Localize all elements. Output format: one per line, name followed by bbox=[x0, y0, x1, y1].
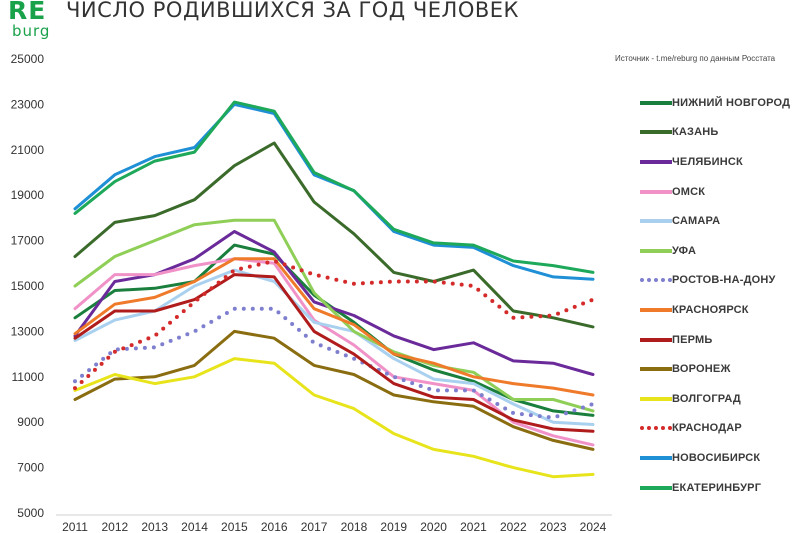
series-line bbox=[73, 218, 595, 413]
series-line bbox=[73, 268, 595, 426]
x-tick-label: 2014 bbox=[181, 520, 208, 533]
x-tick-label: 2011 bbox=[62, 520, 88, 533]
legend-label: ВОЛГОГРАД bbox=[672, 392, 741, 405]
series-line bbox=[73, 257, 595, 447]
series-line bbox=[73, 306, 595, 420]
chart-legend: НИЖНИЙ НОВГОРОД КАЗАНЬ ЧЕЛЯБИНСК ОМСК САМАРА… bbox=[640, 88, 798, 502]
legend-label: ЧЕЛЯБИНСК bbox=[672, 155, 743, 168]
x-axis-ticks: 2011 2012 2013 2014 2015 2016 2017 2018 2019 2020… bbox=[62, 520, 607, 533]
series-line bbox=[73, 243, 595, 417]
logo-re: RE bbox=[8, 0, 47, 25]
line-chart: 5000 7000 9000 11000 13000 15000 17000 19000 210… bbox=[11, 52, 612, 533]
x-tick-label: 2020 bbox=[420, 520, 447, 533]
x-tick-label: 2017 bbox=[301, 520, 328, 533]
legend-item: ВОРОНЕЖ bbox=[640, 354, 798, 384]
x-tick-label: 2019 bbox=[380, 520, 407, 533]
series-line bbox=[73, 230, 595, 376]
legend-swatch bbox=[640, 426, 672, 431]
legend-label: ЕКАТЕРИНБУРГ bbox=[672, 481, 762, 494]
legend-item: ЧЕЛЯБИНСК bbox=[640, 147, 798, 177]
legend-swatch bbox=[640, 159, 672, 164]
y-tick-label: 17000 bbox=[11, 234, 45, 248]
x-tick-label: 2021 bbox=[460, 520, 487, 533]
series-lines bbox=[73, 100, 595, 479]
series-line bbox=[73, 273, 595, 433]
x-tick-label: 2012 bbox=[101, 520, 128, 533]
legend-label: УФА bbox=[672, 244, 697, 257]
y-tick-label: 21000 bbox=[11, 143, 45, 157]
chart-title: ЧИСЛО РОДИВШИХСЯ ЗА ГОД ЧЕЛОВЕК bbox=[66, 0, 519, 22]
y-tick-label: 15000 bbox=[11, 279, 45, 293]
legend-swatch bbox=[640, 485, 672, 490]
x-tick-label: 2018 bbox=[341, 520, 368, 533]
series-line bbox=[73, 357, 595, 479]
y-tick-label: 5000 bbox=[17, 506, 44, 520]
y-tick-label: 13000 bbox=[11, 324, 45, 338]
legend-item: ОМСК bbox=[640, 177, 798, 207]
logo-burg: burg bbox=[12, 22, 51, 40]
legend-label: САМАРА bbox=[672, 215, 721, 228]
legend-item: КАЗАНЬ bbox=[640, 118, 798, 148]
x-tick-label: 2023 bbox=[540, 520, 567, 533]
legend-swatch bbox=[640, 248, 672, 253]
legend-label: ВОРОНЕЖ bbox=[672, 363, 731, 376]
y-tick-label: 19000 bbox=[11, 188, 45, 202]
legend-item: КРАСНОДАР bbox=[640, 414, 798, 444]
legend-label: НИЖНИЙ НОВГОРОД bbox=[672, 96, 791, 109]
y-tick-label: 23000 bbox=[11, 97, 45, 111]
x-tick-label: 2016 bbox=[261, 520, 288, 533]
series-line bbox=[73, 257, 595, 397]
legend-item: НОВОСИБИРСК bbox=[640, 443, 798, 473]
legend-swatch bbox=[640, 130, 672, 135]
x-tick-label: 2015 bbox=[221, 520, 248, 533]
legend-item: УФА bbox=[640, 236, 798, 266]
y-tick-label: 7000 bbox=[17, 461, 44, 475]
legend-label: КРАСНОЯРСК bbox=[672, 303, 749, 316]
legend-swatch bbox=[640, 278, 672, 283]
legend-item: РОСТОВ-НА-ДОНУ bbox=[640, 266, 798, 296]
legend-swatch bbox=[640, 307, 672, 312]
legend-swatch bbox=[640, 396, 672, 401]
y-axis-ticks: 5000 7000 9000 11000 13000 15000 17000 19000 210… bbox=[11, 52, 45, 520]
legend-item: НИЖНИЙ НОВГОРОД bbox=[640, 88, 798, 118]
x-tick-label: 2024 bbox=[580, 520, 607, 533]
legend-item: ВОЛГОГРАД bbox=[640, 384, 798, 414]
legend-label: НОВОСИБИРСК bbox=[672, 451, 761, 464]
y-tick-label: 11000 bbox=[12, 370, 45, 384]
legend-swatch bbox=[640, 100, 672, 105]
series-line bbox=[73, 329, 595, 451]
series-line bbox=[73, 259, 595, 391]
legend-label: ОМСК bbox=[672, 185, 706, 198]
x-tick-label: 2022 bbox=[500, 520, 527, 533]
y-tick-label: 9000 bbox=[17, 415, 44, 429]
legend-label: КРАСНОДАР bbox=[672, 422, 742, 435]
legend-swatch bbox=[640, 455, 672, 460]
legend-swatch bbox=[640, 219, 672, 224]
x-tick-label: 2013 bbox=[141, 520, 168, 533]
legend-label: ПЕРМЬ bbox=[672, 333, 713, 346]
legend-item: ЕКАТЕРИНБУРГ bbox=[640, 473, 798, 503]
legend-item: САМАРА bbox=[640, 206, 798, 236]
series-line bbox=[73, 100, 595, 274]
legend-label: РОСТОВ-НА-ДОНУ bbox=[672, 274, 776, 287]
source-note: Источник - t.me/reburg по данным Росстат… bbox=[615, 54, 776, 63]
series-line bbox=[73, 141, 595, 329]
y-tick-label: 25000 bbox=[11, 52, 45, 66]
legend-label: КАЗАНЬ bbox=[672, 126, 719, 139]
series-line bbox=[73, 102, 595, 281]
legend-swatch bbox=[640, 189, 672, 194]
legend-swatch bbox=[640, 337, 672, 342]
legend-item: КРАСНОЯРСК bbox=[640, 295, 798, 325]
legend-item: ПЕРМЬ bbox=[640, 325, 798, 355]
legend-swatch bbox=[640, 367, 672, 372]
